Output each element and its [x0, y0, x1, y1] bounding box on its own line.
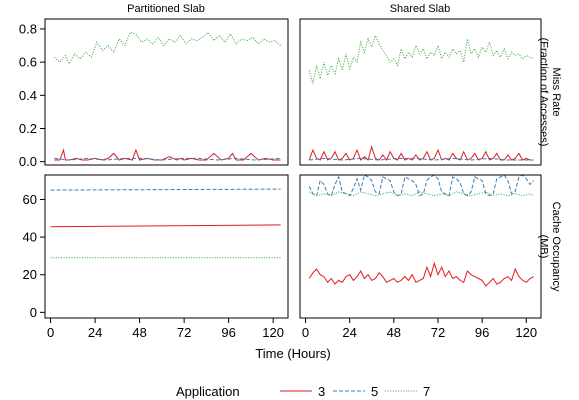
row-strip-label: Cache Occupancy(MB) [537, 202, 562, 292]
panel-frame [299, 174, 542, 319]
x-tick-label: 0 [47, 325, 54, 340]
legend-label-3: 3 [318, 384, 325, 399]
x-tick-label: 48 [132, 325, 146, 340]
x-tick-label: 48 [387, 325, 401, 340]
axes: 0.0 0.2 0.4 0.6 0.8 0 20 40 60 0 24 48 72 96 120 0 24 48 7… [19, 21, 537, 340]
x-tick-label: 120 [262, 325, 284, 340]
legend: Application 3 5 7 [176, 384, 430, 399]
y-tick-label: 20 [23, 267, 37, 282]
panel-frame [44, 18, 289, 166]
legend-label-5: 5 [371, 384, 378, 399]
panels [44, 18, 542, 319]
x-tick-label: 24 [88, 325, 102, 340]
panel-frame [44, 174, 289, 319]
row-strip-labels: Miss Rate(Fraction of Accesses) Cache Occ… [537, 38, 562, 292]
panel-r1-c0 [44, 174, 289, 319]
x-tick-label: 96 [221, 325, 235, 340]
y-tick-label: 0 [30, 305, 37, 320]
x-tick-label: 72 [177, 325, 191, 340]
y-tick-label: 0.2 [19, 121, 37, 136]
column-strip-shared: Shared Slab [390, 3, 451, 15]
series-line-3 [308, 261, 534, 287]
x-tick-label: 96 [475, 325, 489, 340]
y-tick-label: 0.4 [19, 88, 37, 103]
y-tick-label: 0.0 [19, 154, 37, 169]
series-line-3 [54, 148, 281, 161]
series-line-3 [50, 224, 281, 228]
x-tick-label: 120 [515, 325, 537, 340]
x-tick-label: 0 [302, 325, 309, 340]
column-strip-partitioned: Partitioned Slab [127, 3, 205, 15]
strip-labels: Partitioned Slab Shared Slab [127, 3, 450, 15]
panel-frame [299, 18, 542, 166]
series-line-3 [308, 145, 534, 161]
x-axis-title: Time (Hours) [255, 346, 330, 361]
y-tick-label: 0.8 [19, 21, 37, 36]
series-line-5 [308, 175, 534, 197]
row-strip-label: Miss Rate(Fraction of Accesses) [537, 38, 562, 147]
y-tick-label: 40 [23, 230, 37, 245]
legend-label-7: 7 [423, 384, 430, 399]
series-line-5 [50, 188, 281, 191]
series-line-7 [308, 191, 534, 197]
panel-r1-c1 [299, 174, 542, 319]
panel-r0-c1 [299, 18, 542, 166]
legend-title: Application [176, 384, 240, 399]
x-tick-label: 72 [431, 325, 445, 340]
y-tick-label: 0.6 [19, 55, 37, 70]
panel-r0-c0 [44, 18, 289, 166]
x-tick-label: 24 [342, 325, 356, 340]
series-line-5 [309, 157, 534, 161]
y-tick-label: 60 [23, 192, 37, 207]
series-line-7 [53, 31, 281, 65]
series-line-5 [54, 157, 281, 161]
series-line-7 [308, 34, 534, 84]
